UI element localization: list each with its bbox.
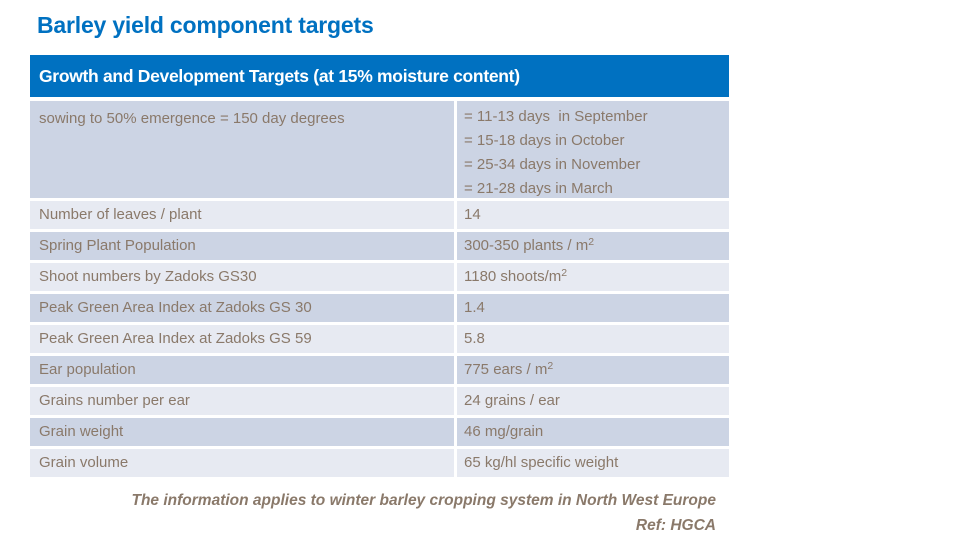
row-value-text: 5.8 (464, 330, 485, 347)
row-value: 46 mg/grain (457, 418, 729, 446)
row-value-line: = 25-34 days in November (464, 156, 641, 173)
table-row: Peak Green Area Index at Zadoks GS 59 5.… (30, 325, 729, 356)
footer-line-1: The information applies to winter barley… (131, 492, 717, 509)
row-value-line: = 15-18 days in October (464, 132, 625, 149)
row-label: Peak Green Area Index at Zadoks GS 30 (30, 294, 457, 322)
table-row: Grain volume 65 kg/hl specific weight (30, 449, 729, 480)
row-value-text: 300-350 plants / m (464, 237, 589, 254)
row-value: 24 grains / ear (457, 387, 729, 415)
row-value: 65 kg/hl specific weight (457, 449, 729, 477)
table-body: sowing to 50% emergence = 150 day degree… (30, 101, 729, 480)
row-value: 14 (457, 201, 729, 229)
row-label: Grain volume (30, 449, 457, 477)
row-value: 775 ears / m2 (457, 356, 729, 384)
row-label: Grain weight (30, 418, 457, 446)
row-value: 1.4 (457, 294, 729, 322)
table-row: Spring Plant Population 300-350 plants /… (30, 232, 729, 263)
row-value: = 11-13 days in September = 15-18 days in… (457, 101, 729, 198)
footer-note: The information applies to winter barley… (30, 488, 717, 538)
footer-line-2: Ref: HGCA (635, 517, 716, 534)
row-label: Spring Plant Population (30, 232, 457, 260)
page-title: Barley yield component targets (37, 12, 374, 38)
row-value: 300-350 plants / m2 (457, 232, 729, 260)
row-label: sowing to 50% emergence = 150 day degree… (30, 101, 457, 198)
table-row: Peak Green Area Index at Zadoks GS 30 1.… (30, 294, 729, 325)
row-value-text: 24 grains / ear (464, 392, 560, 409)
table-row: Shoot numbers by Zadoks GS30 1180 shoots… (30, 263, 729, 294)
row-value-text: 65 kg/hl specific weight (464, 454, 619, 471)
row-value-superscript: 2 (561, 267, 568, 279)
row-value-line: = 11-13 days in September (464, 108, 648, 125)
row-value-superscript: 2 (588, 236, 595, 248)
row-label: Grains number per ear (30, 387, 457, 415)
table-row: sowing to 50% emergence = 150 day degree… (30, 101, 729, 201)
row-value-text: 1.4 (464, 299, 485, 316)
row-value: 1180 shoots/m2 (457, 263, 729, 291)
table-header: Growth and Development Targets (at 15% m… (30, 55, 729, 97)
row-value-text: 1180 shoots/m (464, 268, 562, 285)
table-row: Number of leaves / plant 14 (30, 201, 729, 232)
row-label: Ear population (30, 356, 457, 384)
row-value: 5.8 (457, 325, 729, 353)
row-label: Shoot numbers by Zadoks GS30 (30, 263, 457, 291)
row-value-line: = 21-28 days in March (464, 180, 613, 197)
row-value-text: 46 mg/grain (464, 423, 544, 440)
targets-table: Growth and Development Targets (at 15% m… (30, 55, 729, 480)
row-label: Number of leaves / plant (30, 201, 457, 229)
row-label: Peak Green Area Index at Zadoks GS 59 (30, 325, 457, 353)
row-value-superscript: 2 (547, 360, 554, 372)
row-value-text: 775 ears / m (464, 361, 548, 378)
row-value-text: 14 (464, 206, 481, 223)
table-row: Grains number per ear 24 grains / ear (30, 387, 729, 418)
table-row: Ear population 775 ears / m2 (30, 356, 729, 387)
table-row: Grain weight 46 mg/grain (30, 418, 729, 449)
